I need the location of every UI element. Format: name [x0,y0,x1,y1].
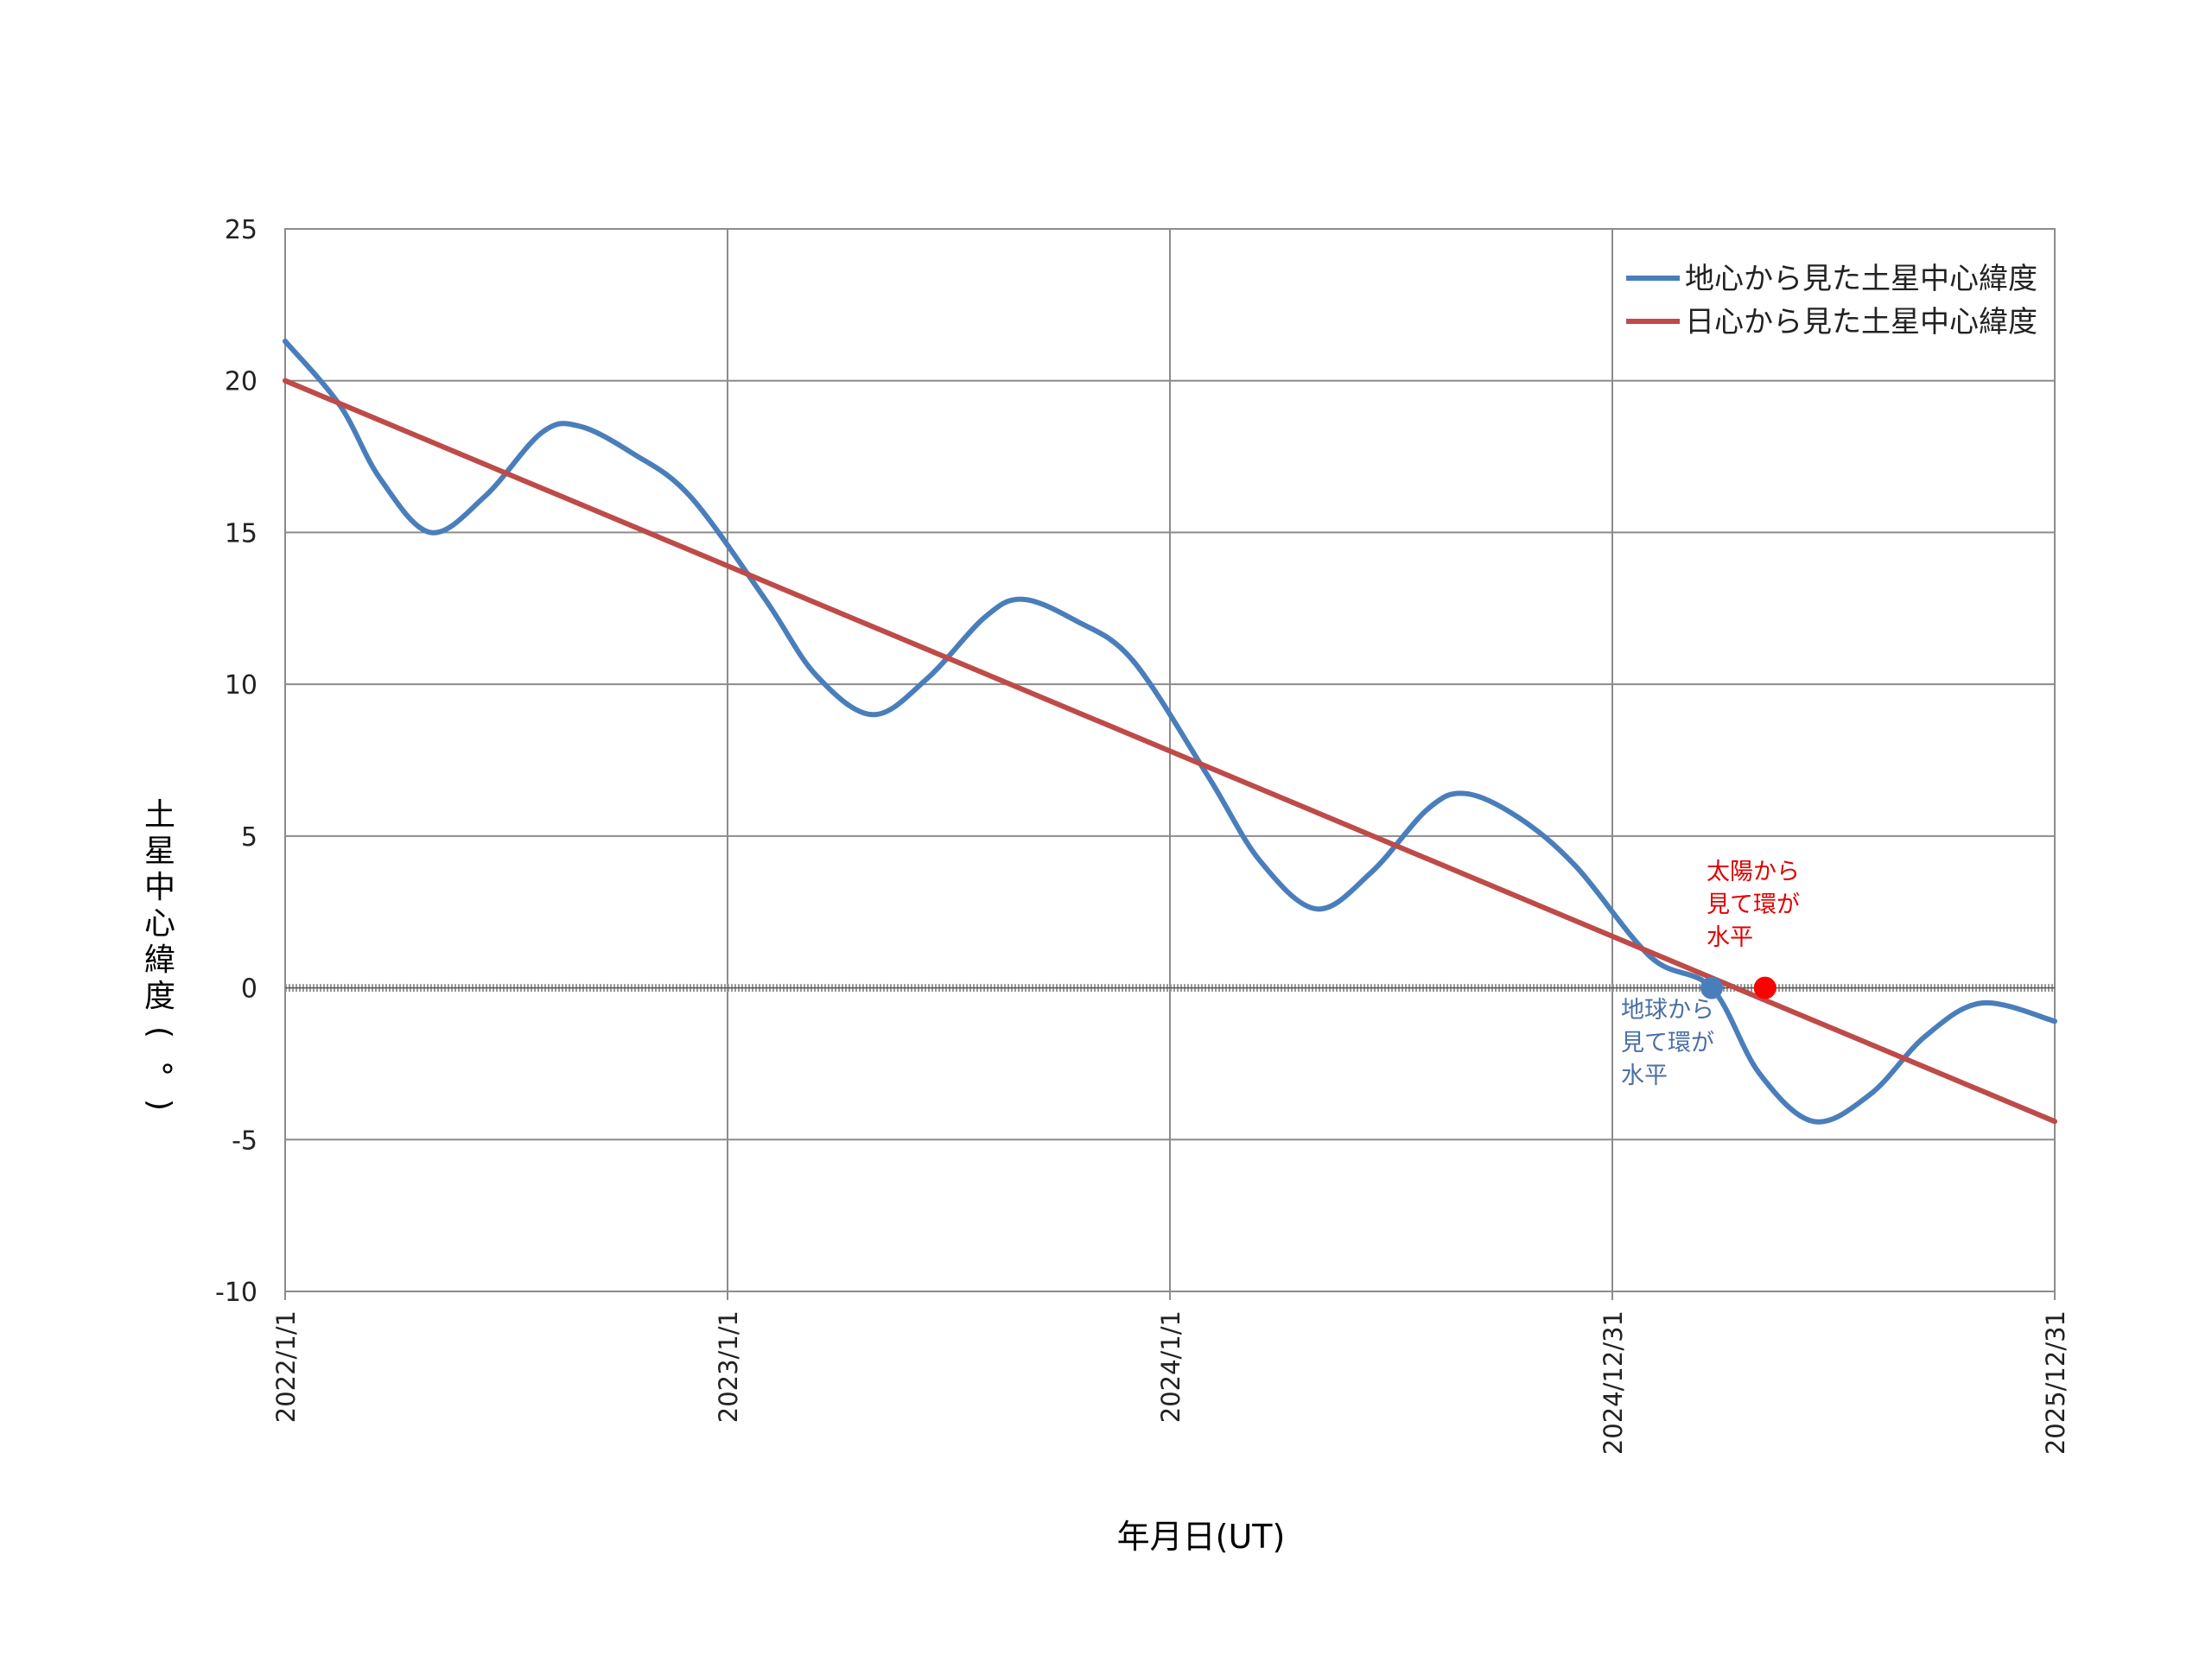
grid [284,228,2056,1300]
annotation-0-line-0: 太陽から [1707,859,1800,885]
marker-point-1 [1753,976,1777,999]
series-line-1 [283,377,2057,1125]
x-tick-label: 2023/1/1 [714,1310,743,1423]
x-tick-label: 2025/12/31 [2041,1310,2070,1455]
x-axis-title: 年月日(UT) [1117,1518,1286,1556]
legend-label-1: 日心から見た土星中心緯度 [1685,305,2037,339]
y-tick-label: 5 [241,822,257,853]
x-tick-label: 2024/12/31 [1599,1310,1628,1455]
annotation-1-line-0: 地球から [1621,997,1714,1024]
y-tick-label: 15 [225,518,257,549]
y-tick-label: -10 [215,1278,257,1308]
series-line-0 [283,339,2057,1125]
y-axis-title-char: 星 [144,834,175,869]
marker-point-0 [1700,976,1724,999]
y-axis-title: 土星中心緯度 ( °) [142,797,177,1111]
annotation-0-line-1: 見て環が [1707,891,1800,918]
y-axis-title-char: ° [142,1061,177,1076]
series-lines [283,339,2057,1125]
annotation-0-line-2: 水平 [1707,924,1753,951]
x-tick-label: 2022/1/1 [271,1310,301,1423]
y-axis-title-char: 心 [144,906,175,942]
y-tick-labels: 25 20 15 10 5 0 -5 -10 [215,215,257,1308]
x-tick-label: 2024/1/1 [1156,1310,1185,1423]
annotation-1-line-1: 見て環が [1621,1030,1714,1056]
y-axis-title-char: ( [142,1026,177,1038]
legend-label-0: 地心から見た土星中心緯度 [1685,262,2037,296]
annotation-1-line-2: 水平 [1621,1063,1668,1089]
y-axis-title-char: 緯 [144,942,175,978]
y-axis-title-char: ) [142,1099,177,1111]
markers [1700,976,1777,999]
y-axis-title-char: 中 [144,870,175,905]
plot-frame [284,228,2056,1292]
y-tick-label: 20 [225,367,257,397]
y-tick-label: 25 [225,215,257,245]
y-axis-title-char: 土 [144,797,175,833]
y-axis-title-char: 度 [144,979,175,1014]
y-tick-label: 10 [225,670,257,701]
x-tick-labels: 2022/1/1 2023/1/1 2024/1/1 2024/12/31 2025/1… [271,1310,2070,1455]
y-tick-label: 0 [241,974,257,1005]
y-tick-label: -5 [232,1126,257,1156]
